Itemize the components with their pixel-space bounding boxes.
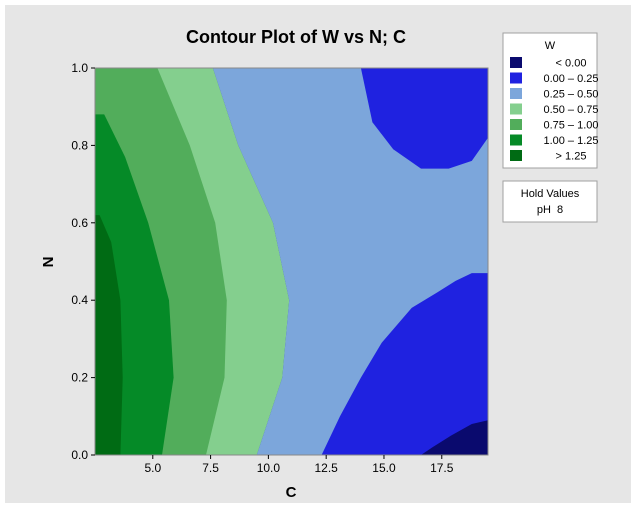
- legend: W < 0.00 0.00 – 0.25 0.25 – 0.50 0.50 – 0.7…: [502, 32, 599, 169]
- y-tick-label: 1.0: [71, 61, 88, 75]
- legend-label: 0.75 – 1.00: [543, 120, 598, 132]
- legend-swatch: [510, 119, 522, 130]
- hold-values-title: Hold Values: [521, 188, 580, 200]
- legend-label: > 1.25: [556, 151, 587, 163]
- x-tick-label: 7.5: [202, 461, 219, 475]
- x-tick-label: 15.0: [372, 461, 396, 475]
- hold-values-box: Hold Values pH 8: [502, 180, 598, 223]
- legend-swatch: [510, 72, 522, 84]
- legend-label: 0.00 – 0.25: [543, 73, 598, 85]
- legend-swatch: [510, 88, 522, 99]
- contour-region-2: [360, 68, 488, 169]
- y-tick-label: 0.8: [71, 138, 88, 152]
- contour-region-3: [321, 273, 488, 455]
- contour-region-8: [421, 420, 488, 455]
- legend-title: W: [545, 40, 556, 52]
- contour-regions: [95, 68, 488, 456]
- contour-region-7: [95, 215, 123, 455]
- x-axis-label: C: [286, 484, 297, 501]
- legend-swatch: [510, 134, 522, 146]
- x-tick-label: 10.0: [257, 461, 281, 475]
- legend-swatch: [510, 150, 522, 161]
- x-tick-label: 5.0: [144, 461, 161, 475]
- hold-values-border: [502, 180, 598, 223]
- x-tick-label: 12.5: [314, 461, 338, 475]
- y-tick-label: 0.0: [71, 448, 88, 462]
- y-tick-label: 0.6: [71, 216, 88, 230]
- x-axis: 5.0 7.5 10.0 12.5 15.0 17.5: [144, 455, 454, 475]
- chart-title: Contour Plot of W vs N; C: [186, 27, 406, 47]
- legend-label: 0.50 – 0.75: [543, 104, 598, 116]
- x-tick-label: 17.5: [430, 461, 454, 475]
- legend-label: 1.00 – 1.25: [543, 135, 598, 147]
- legend-box: [502, 32, 598, 169]
- legend-swatch: [510, 57, 522, 68]
- legend-label: < 0.00: [556, 58, 587, 70]
- plot-border: [94, 67, 489, 456]
- y-tick-label: 0.4: [71, 293, 88, 307]
- hold-values-entry: pH 8: [537, 204, 563, 216]
- plot-area: [94, 67, 489, 456]
- y-axis-label: N: [40, 257, 57, 268]
- legend-items: < 0.00 0.00 – 0.25 0.25 – 0.50 0.50 – 0.75 0…: [510, 57, 599, 163]
- legend-label: 0.25 – 0.50: [543, 89, 598, 101]
- y-tick-label: 0.2: [71, 371, 88, 385]
- y-axis: 0.0 0.2 0.4 0.6 0.8 1.0: [71, 61, 95, 462]
- legend-swatch: [510, 103, 522, 115]
